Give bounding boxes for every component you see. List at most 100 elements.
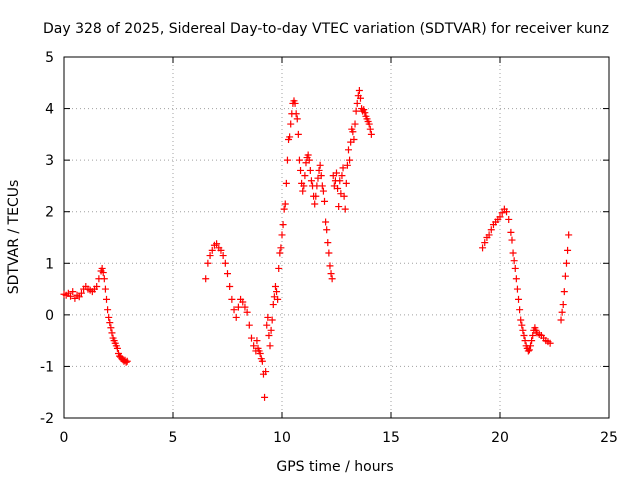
data-point-marker xyxy=(338,172,346,180)
data-point-marker xyxy=(516,306,524,314)
data-point-marker xyxy=(560,288,568,296)
data-point-marker xyxy=(509,249,517,257)
data-point-marker xyxy=(250,342,258,350)
data-point-marker xyxy=(279,221,287,229)
data-point-marker xyxy=(228,295,236,303)
data-point-marker xyxy=(503,208,511,216)
data-point-marker xyxy=(546,339,554,347)
data-point-marker xyxy=(507,228,515,236)
data-point-marker xyxy=(213,240,221,248)
data-point-marker xyxy=(324,239,332,247)
data-points xyxy=(60,87,573,401)
data-point-marker xyxy=(479,244,487,252)
data-point-marker xyxy=(326,262,334,270)
data-point-marker xyxy=(344,146,352,154)
data-point-marker xyxy=(106,319,114,327)
data-point-marker xyxy=(307,177,315,185)
data-point-marker xyxy=(306,166,314,174)
data-point-marker xyxy=(505,215,513,223)
data-point-marker xyxy=(247,334,255,342)
series-pass-1 xyxy=(60,264,131,366)
data-point-marker xyxy=(98,264,106,272)
data-point-marker xyxy=(525,346,533,354)
data-point-marker xyxy=(273,288,281,296)
data-point-marker xyxy=(485,231,493,239)
data-point-marker xyxy=(498,209,506,217)
data-point-marker xyxy=(316,161,324,169)
data-point-marker xyxy=(221,259,229,267)
data-point-marker xyxy=(327,270,335,278)
data-point-marker xyxy=(529,331,537,339)
data-point-marker xyxy=(350,136,358,144)
data-point-marker xyxy=(512,275,520,283)
data-point-marker xyxy=(559,301,567,309)
data-point-marker xyxy=(286,133,294,141)
data-point-marker xyxy=(104,306,112,314)
data-point-marker xyxy=(264,313,272,321)
data-point-marker xyxy=(524,347,532,355)
data-point-marker xyxy=(77,289,85,297)
data-point-marker xyxy=(293,115,301,123)
data-point-marker xyxy=(277,244,285,252)
data-point-marker xyxy=(565,231,573,239)
data-point-marker xyxy=(319,187,327,195)
data-point-marker xyxy=(317,172,325,180)
data-point-marker xyxy=(292,110,300,118)
data-point-marker xyxy=(321,197,329,205)
data-point-marker xyxy=(496,213,504,221)
data-point-marker xyxy=(253,337,261,345)
y-tick-labels: -2 -1 0 1 2 3 4 5 xyxy=(40,50,54,427)
data-point-marker xyxy=(275,264,283,272)
data-point-marker xyxy=(333,169,340,177)
data-point-marker xyxy=(513,285,521,293)
data-point-marker xyxy=(232,313,240,321)
data-point-marker xyxy=(325,249,333,257)
data-point-marker xyxy=(349,128,357,136)
data-point-marker xyxy=(239,298,247,306)
data-point-marker xyxy=(103,295,111,303)
series-pass-4 xyxy=(557,231,573,324)
data-point-marker xyxy=(122,358,130,366)
data-point-marker xyxy=(515,295,523,303)
data-point-marker xyxy=(353,99,361,107)
data-point-marker xyxy=(561,272,569,280)
data-point-marker xyxy=(206,252,214,260)
data-point-marker xyxy=(528,337,536,345)
data-point-marker xyxy=(519,326,527,334)
data-point-marker xyxy=(274,295,282,303)
data-point-marker xyxy=(230,306,238,314)
data-point-marker xyxy=(93,282,101,290)
axis-ticks xyxy=(63,56,610,419)
data-point-marker xyxy=(304,151,312,159)
data-point-marker xyxy=(75,293,83,301)
data-point-marker xyxy=(271,282,279,290)
data-point-marker xyxy=(351,120,359,128)
data-point-marker xyxy=(520,331,528,339)
data-point-marker xyxy=(268,316,276,324)
x-axis-label: GPS time / hours xyxy=(276,459,393,475)
grid-lines xyxy=(64,57,609,418)
data-point-marker xyxy=(510,257,518,265)
data-point-marker xyxy=(339,164,347,172)
y-tick-label: 3 xyxy=(45,153,54,169)
data-point-marker xyxy=(487,226,495,234)
y-tick-label: -2 xyxy=(40,411,54,427)
data-point-marker xyxy=(518,321,526,329)
data-point-marker xyxy=(263,321,271,329)
x-tick-label: 15 xyxy=(382,430,400,446)
series-pass-2 xyxy=(202,87,375,401)
data-point-marker xyxy=(267,326,275,334)
data-point-marker xyxy=(346,156,354,164)
x-tick-label: 20 xyxy=(491,430,509,446)
x-tick-label: 0 xyxy=(60,430,69,446)
data-point-marker xyxy=(564,246,572,254)
data-point-marker xyxy=(101,285,109,293)
y-axis-label: SDTVAR / TECUs xyxy=(6,180,22,295)
data-point-marker xyxy=(294,130,302,138)
y-tick-label: 4 xyxy=(45,102,54,118)
x-tick-label: 25 xyxy=(600,430,618,446)
chart-title: Day 328 of 2025, Sidereal Day-to-day VTE… xyxy=(43,21,609,37)
data-point-marker xyxy=(295,156,303,164)
data-point-marker xyxy=(342,179,350,187)
